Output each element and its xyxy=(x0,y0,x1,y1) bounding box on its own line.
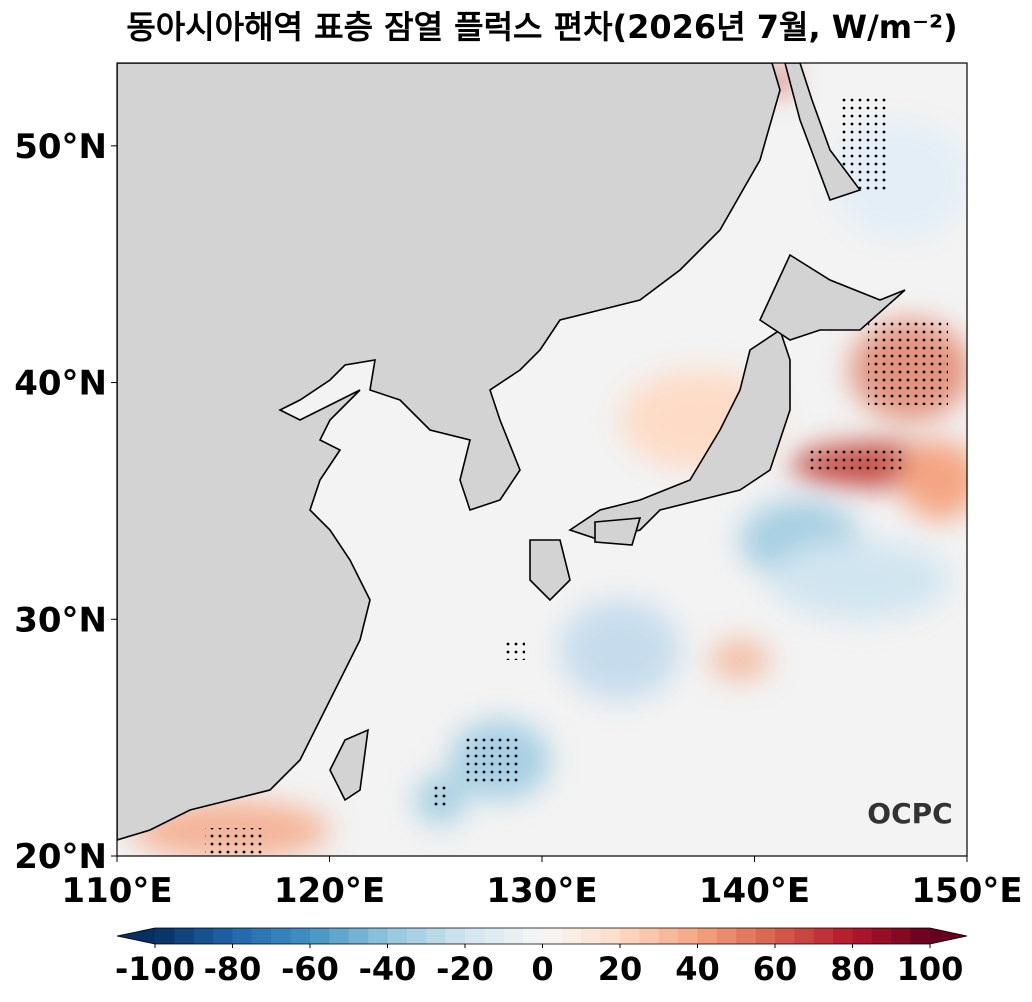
colorbar-segment xyxy=(620,928,640,944)
logo: OCPC xyxy=(867,797,952,830)
colorbar-segment xyxy=(271,928,292,944)
colorbar-segment xyxy=(697,928,718,944)
colorbar: -100 -80 -60 -40 -20 0 20 40 60 80 100 xyxy=(115,927,968,988)
colorbar-segment xyxy=(348,928,369,944)
colorbar-segment xyxy=(329,928,350,944)
colorbar-segment xyxy=(852,928,873,944)
colorbar-segment xyxy=(503,928,524,944)
colorbar-segment xyxy=(891,928,912,944)
colorbar-segment xyxy=(155,928,175,944)
colorbar-segment xyxy=(813,928,834,944)
colorbar-tick-label: -20 xyxy=(436,950,494,988)
map-title: 동아시아해역 표층 잠열 플럭스 편차(2026년 7월, W/m⁻²) xyxy=(126,8,957,46)
colorbar-segment xyxy=(232,928,253,944)
colorbar-tick-label: -40 xyxy=(359,950,417,988)
colorbar-segment xyxy=(775,928,795,944)
colorbar-segment xyxy=(736,928,757,944)
colorbar-tick-label: 80 xyxy=(830,950,875,988)
y-tick-label: 20°N xyxy=(14,837,107,877)
x-tick-label: 110°E xyxy=(61,871,172,911)
colorbar-tick-label: 20 xyxy=(598,950,643,988)
colorbar-segment xyxy=(755,928,776,944)
colorbar-segment xyxy=(910,928,931,944)
colorbar-segment xyxy=(193,928,214,944)
colorbar-segment xyxy=(581,928,602,944)
colorbar-segment xyxy=(658,928,679,944)
colorbar-segment xyxy=(426,928,447,944)
x-tick-label: 150°E xyxy=(911,871,1022,911)
y-tick-label: 40°N xyxy=(14,364,107,404)
colorbar-segment xyxy=(387,928,408,944)
colorbar-tick-label: -80 xyxy=(204,950,262,988)
colorbar-tick-label: -60 xyxy=(281,950,339,988)
map-area: OCPC xyxy=(117,63,967,856)
colorbar-segment xyxy=(600,928,621,944)
colorbar-extend-low xyxy=(117,928,155,944)
colorbar-segment xyxy=(716,928,737,944)
colorbar-segment xyxy=(542,928,563,944)
colorbar-segment xyxy=(174,928,195,944)
colorbar-segment xyxy=(368,928,388,944)
y-tick-label: 30°N xyxy=(14,600,107,640)
land xyxy=(117,63,906,841)
colorbar-segment xyxy=(871,928,892,944)
colorbar-segment xyxy=(465,928,485,944)
x-tick-label: 130°E xyxy=(486,871,597,911)
y-tick-label: 50°N xyxy=(14,127,107,167)
colorbar-segment xyxy=(794,928,815,944)
colorbar-segment xyxy=(523,928,543,944)
colorbar-tick-label: 0 xyxy=(531,950,553,988)
colorbar-segment xyxy=(213,928,233,944)
colorbar-segment xyxy=(561,928,582,944)
colorbar-segment xyxy=(310,928,330,944)
axes: 110°E 120°E 130°E 140°E 150°E 20°N 30°N 40°N 50°… xyxy=(14,127,1022,911)
x-tick-label: 120°E xyxy=(274,871,385,911)
colorbar-segment xyxy=(678,928,698,944)
colorbar-extend-high xyxy=(930,928,967,944)
colorbar-segment xyxy=(290,928,311,944)
colorbar-segment xyxy=(251,928,272,944)
colorbar-segment xyxy=(445,928,466,944)
colorbar-segment xyxy=(406,928,427,944)
colorbar-segment xyxy=(833,928,853,944)
colorbar-tick-label: 100 xyxy=(897,950,964,988)
colorbar-tick-label: -100 xyxy=(115,950,195,988)
colorbar-segment xyxy=(484,928,505,944)
x-tick-label: 140°E xyxy=(699,871,810,911)
colorbar-tick-label: 60 xyxy=(753,950,798,988)
colorbar-tick-label: 40 xyxy=(675,950,720,988)
colorbar-segment xyxy=(639,928,660,944)
